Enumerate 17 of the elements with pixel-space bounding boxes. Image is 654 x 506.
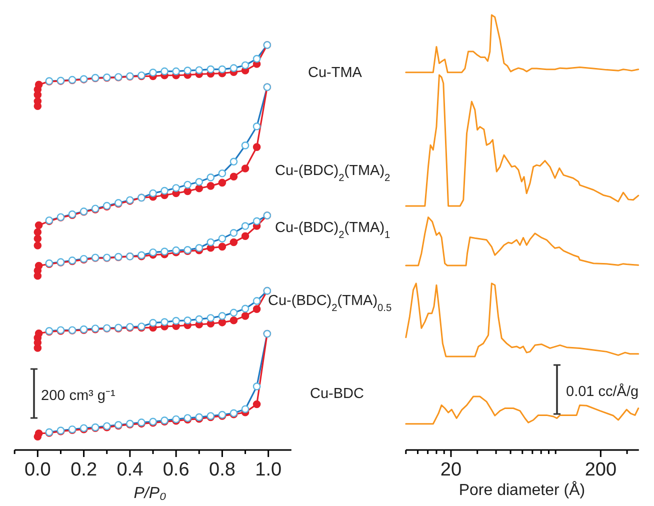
text: Cu-BDC <box>310 386 364 402</box>
x-tick-label: 20 <box>440 459 462 480</box>
x-axis-title: Pore diameter (Å) <box>458 481 586 499</box>
annotation: 200 cm³ g⁻¹ <box>41 388 116 404</box>
annotation: Cu-(BDC)$_{2}$(TMA)$_{0.5}$ <box>268 293 392 314</box>
x-axis-title: P/P₀ <box>134 485 167 502</box>
x-tick-label: 1.0 <box>255 459 282 480</box>
text: Cu-TMA <box>308 65 362 81</box>
x-tick-label: 0.4 <box>116 459 144 480</box>
x-tick-label: 0.6 <box>162 459 190 480</box>
annotation: Cu-(BDC)$_{2}$(TMA)$_{1}$ <box>275 220 391 240</box>
x-tick-label: 200 <box>584 459 617 480</box>
annotation: 0.01 cc/Å/g <box>566 383 639 400</box>
x-tick-label: 0.0 <box>24 459 51 480</box>
x-tick-label: 0.2 <box>70 459 98 480</box>
annotation: Cu-(BDC)$_{2}$(TMA)$_{2}$ <box>275 163 391 184</box>
x-tick-label: 0.8 <box>208 459 236 480</box>
